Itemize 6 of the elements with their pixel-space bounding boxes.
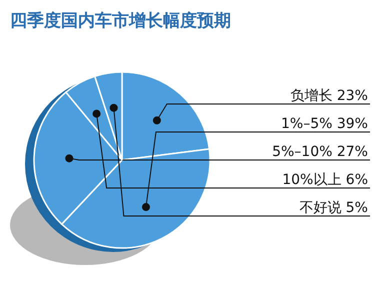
slice-label: 5%–10% 27% [272,144,368,160]
slice-label: 10%以上 6% [282,172,368,188]
slice-label: 不好说 5% [299,200,368,216]
slice-label: 1%–5% 39% [281,116,368,132]
chart-title: 四季度国内车市增长幅度预期 [10,11,231,31]
slice-label: 负增长 23% [290,88,368,104]
